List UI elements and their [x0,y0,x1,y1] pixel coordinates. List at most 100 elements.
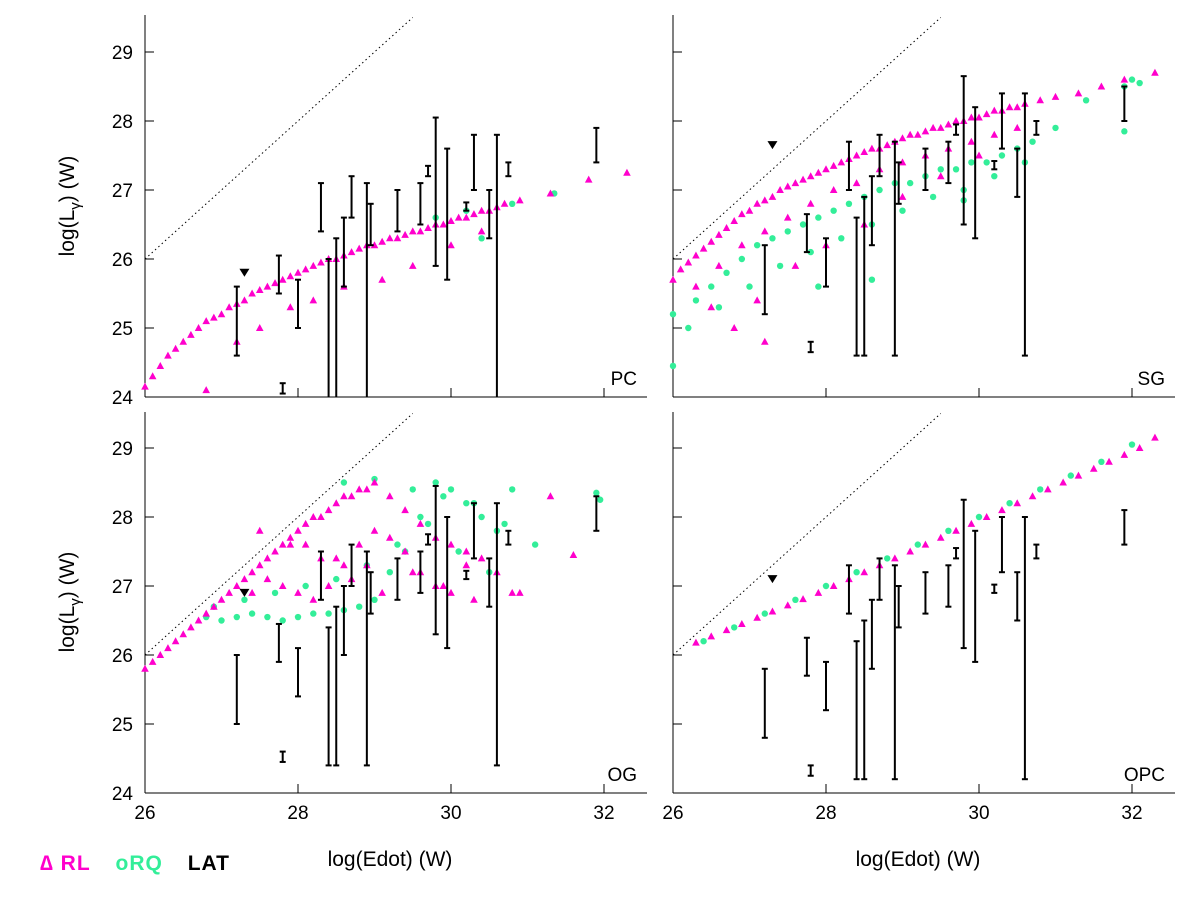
rq-point [738,255,746,263]
rl-point [401,506,409,514]
rq-point [233,613,240,621]
rl-point [936,533,945,541]
x-tick-label: 30 [440,803,461,824]
rl-point [914,130,922,138]
y-axis-title-sub: γ [67,202,84,210]
rq-point [715,304,723,311]
rq-point [424,520,432,528]
rl-point [255,561,264,569]
rq-point [1052,124,1059,132]
rl-point [447,588,455,596]
deathline [672,413,942,656]
rl-point [936,172,945,180]
y-axis-title: log(Lγ) (W) [56,552,84,653]
rl-point [255,324,264,331]
rq-point [1098,458,1105,465]
rl-point [309,595,318,603]
rl-point [967,113,976,121]
rl-point [286,533,295,541]
rl-point [967,137,976,145]
rq-point [531,541,539,548]
panel-og: 24 25 26 27 28 29 26 28 30 32 OG [112,412,647,824]
lat-upper-limit [767,575,778,584]
y-axis-title: log(Lγ) (W) [56,156,84,257]
rq-point [983,159,990,166]
rl-point [1151,68,1159,76]
x-tick-label: 28 [287,803,308,824]
panel-label: PC [611,369,637,390]
rq-point [333,575,340,583]
rl-point [454,213,463,221]
rl-point [164,644,172,652]
deathline [144,17,414,260]
rq-point [371,596,378,603]
y-tick-label: 25 [112,319,133,340]
rl-point [707,303,716,311]
rl-point [699,244,708,252]
rl-point [829,582,838,589]
rq-point [455,548,462,555]
rq-point [838,235,845,242]
rl-point [516,196,524,204]
legend-rl: ∆ RL [40,852,91,875]
rl-point [263,554,272,562]
rl-point [722,223,731,231]
rq-point [815,283,822,290]
rl-point [676,265,685,273]
rl-point [340,561,348,569]
rl-point [516,588,524,596]
rl-point [852,151,861,159]
rl-point [194,616,203,624]
rq-point [776,262,784,270]
rl-point [707,632,716,640]
rq-point [853,569,860,576]
rl-point [692,282,700,290]
rq-point [784,228,791,235]
y-axis-title-main: log(L [56,606,79,653]
rq-point [417,513,424,521]
rq-point [845,200,853,207]
rq-point [975,513,983,521]
rl-point [470,595,478,603]
rl-point [271,547,279,555]
rq-point [876,186,883,194]
rl-point [868,144,876,152]
rl-point [738,210,746,218]
rl-point [286,540,295,548]
rl-point [179,630,188,638]
y-tick-label: 27 [112,181,133,202]
rl-point [500,199,509,207]
rq-point [746,283,753,290]
rl-point [1044,485,1052,493]
rl-point [332,499,341,507]
rl-point [768,607,777,615]
rl-point [408,261,417,269]
rq-point [440,493,447,500]
y-axis-title-tail: ) (W) [56,156,79,203]
rq-point [692,297,700,304]
rl-point [1028,492,1037,500]
rl-point [286,303,295,311]
rq-point [509,486,516,493]
rq-point [1128,76,1136,83]
rl-point [217,595,226,603]
rl-point [424,223,432,231]
rl-point [715,261,723,269]
rl-point [278,540,287,548]
rq-point [868,276,876,283]
rl-point [233,582,241,589]
rl-point [898,134,907,142]
rl-point [944,120,953,128]
rq-point [394,541,401,548]
rq-point [899,207,906,214]
rq-point [1006,500,1013,507]
rq-point [218,617,225,624]
rl-point [761,337,769,345]
x-axis-title: log(Edot) (W) [856,848,981,871]
rq-point [792,596,799,603]
rl-point [393,234,402,242]
rl-point [898,158,907,166]
x-tick-label: 30 [968,803,989,824]
rl-point [883,141,891,149]
rl-point [761,196,769,204]
